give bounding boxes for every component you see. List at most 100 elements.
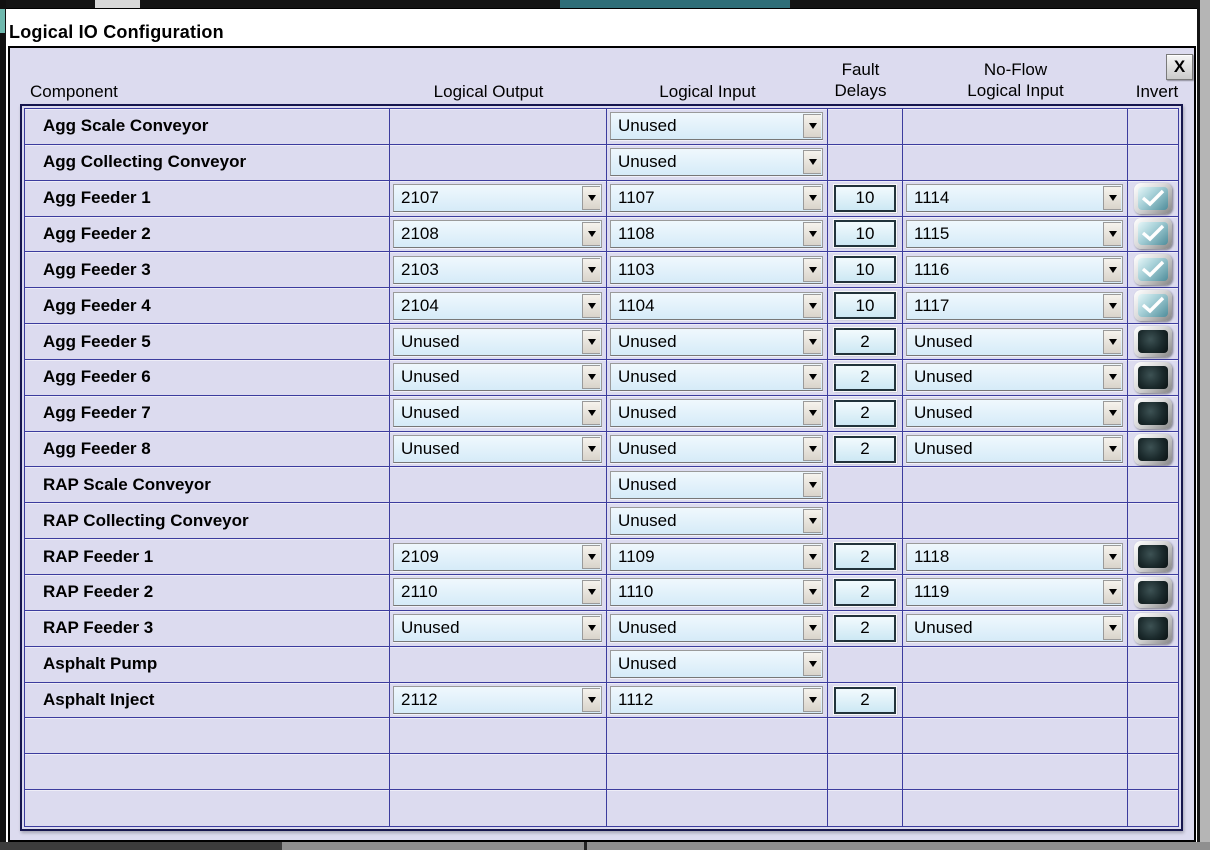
fault-delay-input[interactable]: 2 [834, 363, 896, 391]
logical-output-select[interactable]: 2107 [393, 184, 602, 213]
invert-toggle[interactable] [1134, 541, 1172, 573]
chevron-down-icon[interactable] [803, 293, 821, 318]
fault-delay-input[interactable]: 2 [834, 614, 896, 642]
chevron-down-icon[interactable] [582, 186, 600, 211]
no-flow-select[interactable]: 1115 [906, 219, 1123, 248]
chevron-down-icon[interactable] [1103, 616, 1121, 641]
invert-toggle[interactable] [1134, 433, 1172, 465]
logical-input-select[interactable]: 1103 [610, 255, 823, 284]
chevron-down-icon[interactable] [803, 221, 821, 246]
logical-input-select[interactable]: 1108 [610, 219, 823, 248]
logical-input-select[interactable]: Unused [610, 435, 823, 464]
fault-delay-input[interactable]: 2 [834, 686, 896, 714]
no-flow-select[interactable]: 1118 [906, 542, 1123, 571]
logical-input-select[interactable]: 1109 [610, 542, 823, 571]
chevron-down-icon[interactable] [1103, 365, 1121, 390]
fault-delay-input[interactable]: 10 [834, 184, 896, 212]
chevron-down-icon[interactable] [803, 472, 821, 497]
logical-input-select[interactable]: Unused [610, 506, 823, 535]
logical-input-select[interactable]: 1112 [610, 686, 823, 715]
logical-output-select[interactable]: Unused [393, 614, 602, 643]
chevron-down-icon[interactable] [582, 544, 600, 569]
invert-toggle[interactable] [1134, 576, 1172, 608]
chevron-down-icon[interactable] [1103, 401, 1121, 426]
logical-input-select[interactable]: Unused [610, 112, 823, 141]
logical-output-select[interactable]: 2108 [393, 219, 602, 248]
fault-delay-input[interactable]: 10 [834, 292, 896, 320]
close-button[interactable]: X [1166, 54, 1193, 80]
no-flow-select[interactable]: 1117 [906, 291, 1123, 320]
invert-toggle[interactable] [1134, 218, 1172, 250]
chevron-down-icon[interactable] [1103, 186, 1121, 211]
no-flow-select[interactable]: 1119 [906, 578, 1123, 607]
invert-toggle[interactable] [1134, 612, 1172, 644]
chevron-down-icon[interactable] [803, 257, 821, 282]
chevron-down-icon[interactable] [1103, 221, 1121, 246]
chevron-down-icon[interactable] [582, 401, 600, 426]
chevron-down-icon[interactable] [803, 508, 821, 533]
chevron-down-icon[interactable] [582, 221, 600, 246]
chevron-down-icon[interactable] [582, 293, 600, 318]
logical-input-select[interactable]: 1104 [610, 291, 823, 320]
logical-input-select[interactable]: Unused [610, 363, 823, 392]
fault-delay-input[interactable]: 2 [834, 435, 896, 463]
chevron-down-icon[interactable] [1103, 580, 1121, 605]
logical-input-select[interactable]: Unused [610, 470, 823, 499]
no-flow-select[interactable]: 1114 [906, 184, 1123, 213]
logical-input-select[interactable]: Unused [610, 327, 823, 356]
invert-toggle[interactable] [1134, 397, 1172, 429]
chevron-down-icon[interactable] [803, 329, 821, 354]
logical-input-select[interactable]: Unused [610, 650, 823, 679]
no-flow-select[interactable]: Unused [906, 363, 1123, 392]
invert-toggle[interactable] [1134, 254, 1172, 286]
chevron-down-icon[interactable] [803, 652, 821, 677]
logical-input-select[interactable]: 1107 [610, 184, 823, 213]
chevron-down-icon[interactable] [582, 616, 600, 641]
no-flow-select[interactable]: 1116 [906, 255, 1123, 284]
logical-output-select[interactable]: 2109 [393, 542, 602, 571]
chevron-down-icon[interactable] [803, 401, 821, 426]
logical-input-select[interactable]: Unused [610, 148, 823, 177]
chevron-down-icon[interactable] [582, 329, 600, 354]
chevron-down-icon[interactable] [1103, 293, 1121, 318]
no-flow-select[interactable]: Unused [906, 614, 1123, 643]
logical-input-select[interactable]: 1110 [610, 578, 823, 607]
logical-output-select[interactable]: 2103 [393, 255, 602, 284]
logical-output-select[interactable]: 2104 [393, 291, 602, 320]
fault-delay-input[interactable]: 10 [834, 220, 896, 248]
fault-delay-input[interactable]: 10 [834, 256, 896, 284]
chevron-down-icon[interactable] [1103, 544, 1121, 569]
fault-delay-input[interactable]: 2 [834, 399, 896, 427]
chevron-down-icon[interactable] [803, 544, 821, 569]
invert-toggle[interactable] [1134, 290, 1172, 322]
logical-output-select[interactable]: 2110 [393, 578, 602, 607]
chevron-down-icon[interactable] [582, 365, 600, 390]
chevron-down-icon[interactable] [803, 580, 821, 605]
no-flow-select[interactable]: Unused [906, 327, 1123, 356]
chevron-down-icon[interactable] [582, 688, 600, 713]
logical-output-select[interactable]: Unused [393, 399, 602, 428]
chevron-down-icon[interactable] [582, 257, 600, 282]
chevron-down-icon[interactable] [803, 114, 821, 139]
chevron-down-icon[interactable] [803, 186, 821, 211]
chevron-down-icon[interactable] [803, 688, 821, 713]
chevron-down-icon[interactable] [1103, 329, 1121, 354]
chevron-down-icon[interactable] [803, 616, 821, 641]
no-flow-select[interactable]: Unused [906, 399, 1123, 428]
invert-toggle[interactable] [1134, 182, 1172, 214]
logical-input-select[interactable]: Unused [610, 614, 823, 643]
chevron-down-icon[interactable] [582, 437, 600, 462]
chevron-down-icon[interactable] [1103, 257, 1121, 282]
logical-input-select[interactable]: Unused [610, 399, 823, 428]
chevron-down-icon[interactable] [803, 437, 821, 462]
chevron-down-icon[interactable] [1103, 437, 1121, 462]
no-flow-select[interactable]: Unused [906, 435, 1123, 464]
logical-output-select[interactable]: 2112 [393, 686, 602, 715]
fault-delay-input[interactable]: 2 [834, 328, 896, 356]
chevron-down-icon[interactable] [803, 150, 821, 175]
fault-delay-input[interactable]: 2 [834, 543, 896, 571]
invert-toggle[interactable] [1134, 361, 1172, 393]
fault-delay-input[interactable]: 2 [834, 578, 896, 606]
logical-output-select[interactable]: Unused [393, 435, 602, 464]
invert-toggle[interactable] [1134, 326, 1172, 358]
